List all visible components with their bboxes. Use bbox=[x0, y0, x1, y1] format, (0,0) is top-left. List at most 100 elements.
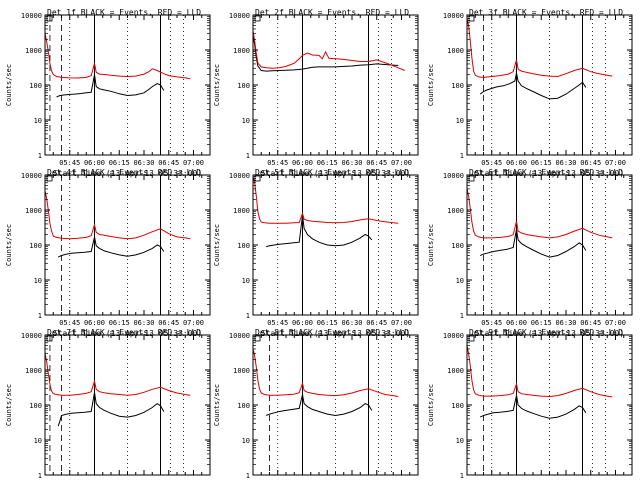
panel-det-8: Det 8f BLACK = Events, RED = LLD Counts/s… bbox=[213, 328, 419, 480]
series-lld-line bbox=[466, 18, 613, 78]
panel-title: Det 6f BLACK = Events, RED = LLD bbox=[469, 168, 623, 177]
y-tick-label: 100 bbox=[237, 242, 250, 250]
x-tick-label: 06:15 bbox=[531, 159, 552, 167]
y-tick-label: 10000 bbox=[229, 172, 250, 180]
y-tick-label: 1 bbox=[246, 152, 250, 160]
panel-title: Det 5f BLACK = Events, RED = LLD bbox=[255, 168, 409, 177]
y-tick-label: 1000 bbox=[447, 367, 464, 375]
x-axis-label: Start Time (13-Apr-13 05:33:00) bbox=[475, 329, 624, 338]
corner-marker bbox=[468, 15, 475, 22]
y-axis-label: Counts/sec bbox=[427, 224, 435, 266]
y-tick-label: 100 bbox=[29, 82, 42, 90]
x-tick-label: 05:45 bbox=[59, 159, 80, 167]
x-axis-label: Start Time (13-Apr-13 05:33:00) bbox=[53, 169, 202, 178]
series-lld-line bbox=[252, 30, 405, 71]
x-axis-label: Start Time (13-Apr-13 05:33:00) bbox=[53, 329, 202, 338]
y-tick-label: 100 bbox=[237, 82, 250, 90]
x-tick-label: 06:15 bbox=[109, 319, 130, 327]
y-tick-label: 10000 bbox=[443, 172, 464, 180]
panel-title: Det 1f BLACK = Events, RED = LLD bbox=[47, 8, 201, 17]
panel-det-9: Det 9f BLACK = Events, RED = LLD Counts/s… bbox=[427, 328, 633, 480]
y-tick-label: 1 bbox=[460, 152, 464, 160]
series-events-line bbox=[252, 35, 399, 72]
x-tick-label: 06:30 bbox=[555, 319, 576, 327]
y-tick-label: 1 bbox=[38, 312, 42, 320]
panel-det-5: Det 5f BLACK = Events, RED = LLD Counts/s… bbox=[213, 168, 419, 338]
y-axis-label: Counts/sec bbox=[5, 64, 13, 106]
panel-title: Det 2f BLACK = Events, RED = LLD bbox=[255, 8, 409, 17]
corner-marker bbox=[46, 335, 53, 342]
panel-det-4: Det 4f BLACK = Events, RED = LLD Counts/s… bbox=[5, 168, 211, 338]
y-tick-label: 1 bbox=[246, 312, 250, 320]
y-tick-label: 10000 bbox=[21, 172, 42, 180]
x-tick-label: 07:00 bbox=[183, 319, 204, 327]
x-tick-label: 06:00 bbox=[292, 319, 313, 327]
series-lld-line bbox=[44, 190, 191, 240]
y-tick-label: 10 bbox=[242, 437, 250, 445]
y-tick-label: 1 bbox=[38, 472, 42, 480]
x-tick-label: 05:45 bbox=[267, 319, 288, 327]
x-tick-label: 06:00 bbox=[84, 319, 105, 327]
corner-marker bbox=[468, 335, 475, 342]
x-tick-label: 06:30 bbox=[133, 159, 154, 167]
x-tick-label: 06:45 bbox=[366, 159, 387, 167]
x-tick-label: 06:15 bbox=[317, 319, 338, 327]
y-axis-label: Counts/sec bbox=[427, 384, 435, 426]
series-events-line bbox=[479, 395, 587, 419]
series-lld-line bbox=[44, 353, 191, 396]
panel-title: Det 3f BLACK = Events, RED = LLD bbox=[469, 8, 623, 17]
x-tick-label: 06:45 bbox=[580, 159, 601, 167]
y-tick-label: 10 bbox=[34, 277, 42, 285]
x-tick-label: 07:00 bbox=[605, 159, 626, 167]
corner-marker bbox=[254, 175, 261, 182]
panel-det-7: Det 7f BLACK = Events, RED = LLD Counts/s… bbox=[5, 328, 211, 480]
y-tick-label: 10 bbox=[456, 117, 464, 125]
series-events-line bbox=[57, 236, 165, 258]
y-tick-label: 10 bbox=[34, 437, 42, 445]
x-tick-label: 05:45 bbox=[481, 319, 502, 327]
series-events-line bbox=[479, 72, 587, 100]
y-tick-label: 10000 bbox=[229, 332, 250, 340]
y-axis-label: Counts/sec bbox=[5, 384, 13, 426]
x-tick-label: 05:45 bbox=[59, 319, 80, 327]
x-tick-label: 06:15 bbox=[109, 159, 130, 167]
series-events-line bbox=[480, 229, 587, 258]
x-tick-label: 06:30 bbox=[555, 159, 576, 167]
y-axis-label: Counts/sec bbox=[213, 384, 221, 426]
x-tick-label: 05:45 bbox=[267, 159, 288, 167]
series-events-line bbox=[56, 74, 165, 98]
x-tick-label: 06:30 bbox=[133, 319, 154, 327]
x-tick-label: 06:45 bbox=[158, 319, 179, 327]
x-tick-label: 06:00 bbox=[292, 159, 313, 167]
y-tick-label: 1 bbox=[460, 312, 464, 320]
corner-marker bbox=[254, 335, 261, 342]
y-tick-label: 1000 bbox=[447, 207, 464, 215]
panel-title: Det 7f BLACK = Events, RED = LLD bbox=[47, 328, 201, 337]
y-tick-label: 100 bbox=[237, 402, 250, 410]
series-lld-line bbox=[466, 188, 613, 239]
y-tick-label: 10000 bbox=[443, 332, 464, 340]
y-tick-label: 10000 bbox=[21, 332, 42, 340]
y-tick-label: 1 bbox=[246, 472, 250, 480]
x-tick-label: 07:00 bbox=[391, 319, 412, 327]
panel-title: Det 4f BLACK = Events, RED = LLD bbox=[47, 168, 201, 177]
x-axis-label: Start Time (13-Apr-13 05:33:00) bbox=[475, 169, 624, 178]
y-tick-label: 100 bbox=[29, 402, 42, 410]
series-lld-line bbox=[252, 176, 399, 224]
series-lld-line bbox=[44, 33, 191, 80]
x-tick-label: 05:45 bbox=[481, 159, 502, 167]
x-tick-label: 06:30 bbox=[341, 319, 362, 327]
x-tick-label: 06:15 bbox=[531, 319, 552, 327]
y-axis-label: Counts/sec bbox=[427, 64, 435, 106]
series-events-line bbox=[266, 394, 373, 417]
x-axis-label: Start Time (13-Apr-13 05:33:00) bbox=[261, 329, 410, 338]
panel-title: Det 8f BLACK = Events, RED = LLD bbox=[255, 328, 409, 337]
y-tick-label: 100 bbox=[451, 82, 464, 90]
y-tick-label: 100 bbox=[451, 242, 464, 250]
y-tick-label: 1000 bbox=[447, 47, 464, 55]
panel-det-3: Det 3f BLACK = Events, RED = LLD Counts/s… bbox=[427, 8, 633, 178]
y-tick-label: 10 bbox=[34, 117, 42, 125]
x-tick-label: 06:45 bbox=[158, 159, 179, 167]
panel-det-6: Det 6f BLACK = Events, RED = LLD Counts/s… bbox=[427, 168, 633, 338]
y-tick-label: 10 bbox=[242, 117, 250, 125]
